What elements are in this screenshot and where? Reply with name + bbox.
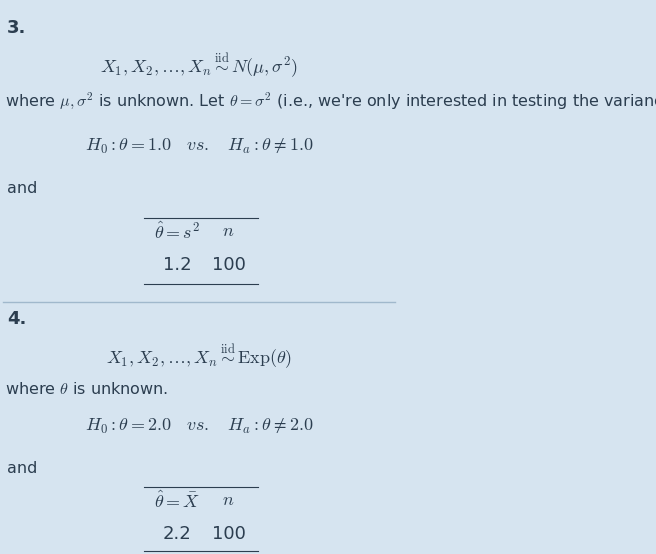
Text: 100: 100 — [211, 525, 245, 543]
Text: and: and — [7, 461, 37, 476]
Text: 3.: 3. — [7, 19, 26, 37]
Text: $\hat{\theta} = s^2$: $\hat{\theta} = s^2$ — [154, 222, 201, 243]
Text: 4.: 4. — [7, 310, 26, 328]
Text: $H_0 : \theta = 1.0 \quad vs. \quad H_a : \theta \neq 1.0$: $H_0 : \theta = 1.0 \quad vs. \quad H_a … — [85, 137, 314, 156]
Text: $H_0 : \theta = 2.0 \quad vs. \quad H_a : \theta \neq 2.0$: $H_0 : \theta = 2.0 \quad vs. \quad H_a … — [85, 417, 314, 436]
Text: 2.2: 2.2 — [163, 525, 192, 543]
Text: $\hat{\theta} = \bar{X}$: $\hat{\theta} = \bar{X}$ — [154, 491, 201, 512]
Text: 1.2: 1.2 — [163, 256, 192, 274]
Text: where $\theta$ is unknown.: where $\theta$ is unknown. — [5, 381, 168, 397]
Text: $X_1, X_2, \ldots, X_n \overset{\mathrm{iid}}{\sim} N(\mu, \sigma^2)$: $X_1, X_2, \ldots, X_n \overset{\mathrm{… — [100, 52, 298, 80]
Text: and: and — [7, 181, 37, 196]
Text: $n$: $n$ — [222, 222, 235, 240]
Text: where $\mu, \sigma^2$ is unknown. Let $\theta = \sigma^2$ (i.e., we're only inte: where $\mu, \sigma^2$ is unknown. Let $\… — [5, 90, 656, 111]
Text: $X_1, X_2, \ldots, X_n \overset{\mathrm{iid}}{\sim} \mathrm{Exp}(\theta)$: $X_1, X_2, \ldots, X_n \overset{\mathrm{… — [106, 343, 292, 371]
Text: 100: 100 — [211, 256, 245, 274]
Text: $n$: $n$ — [222, 491, 235, 509]
